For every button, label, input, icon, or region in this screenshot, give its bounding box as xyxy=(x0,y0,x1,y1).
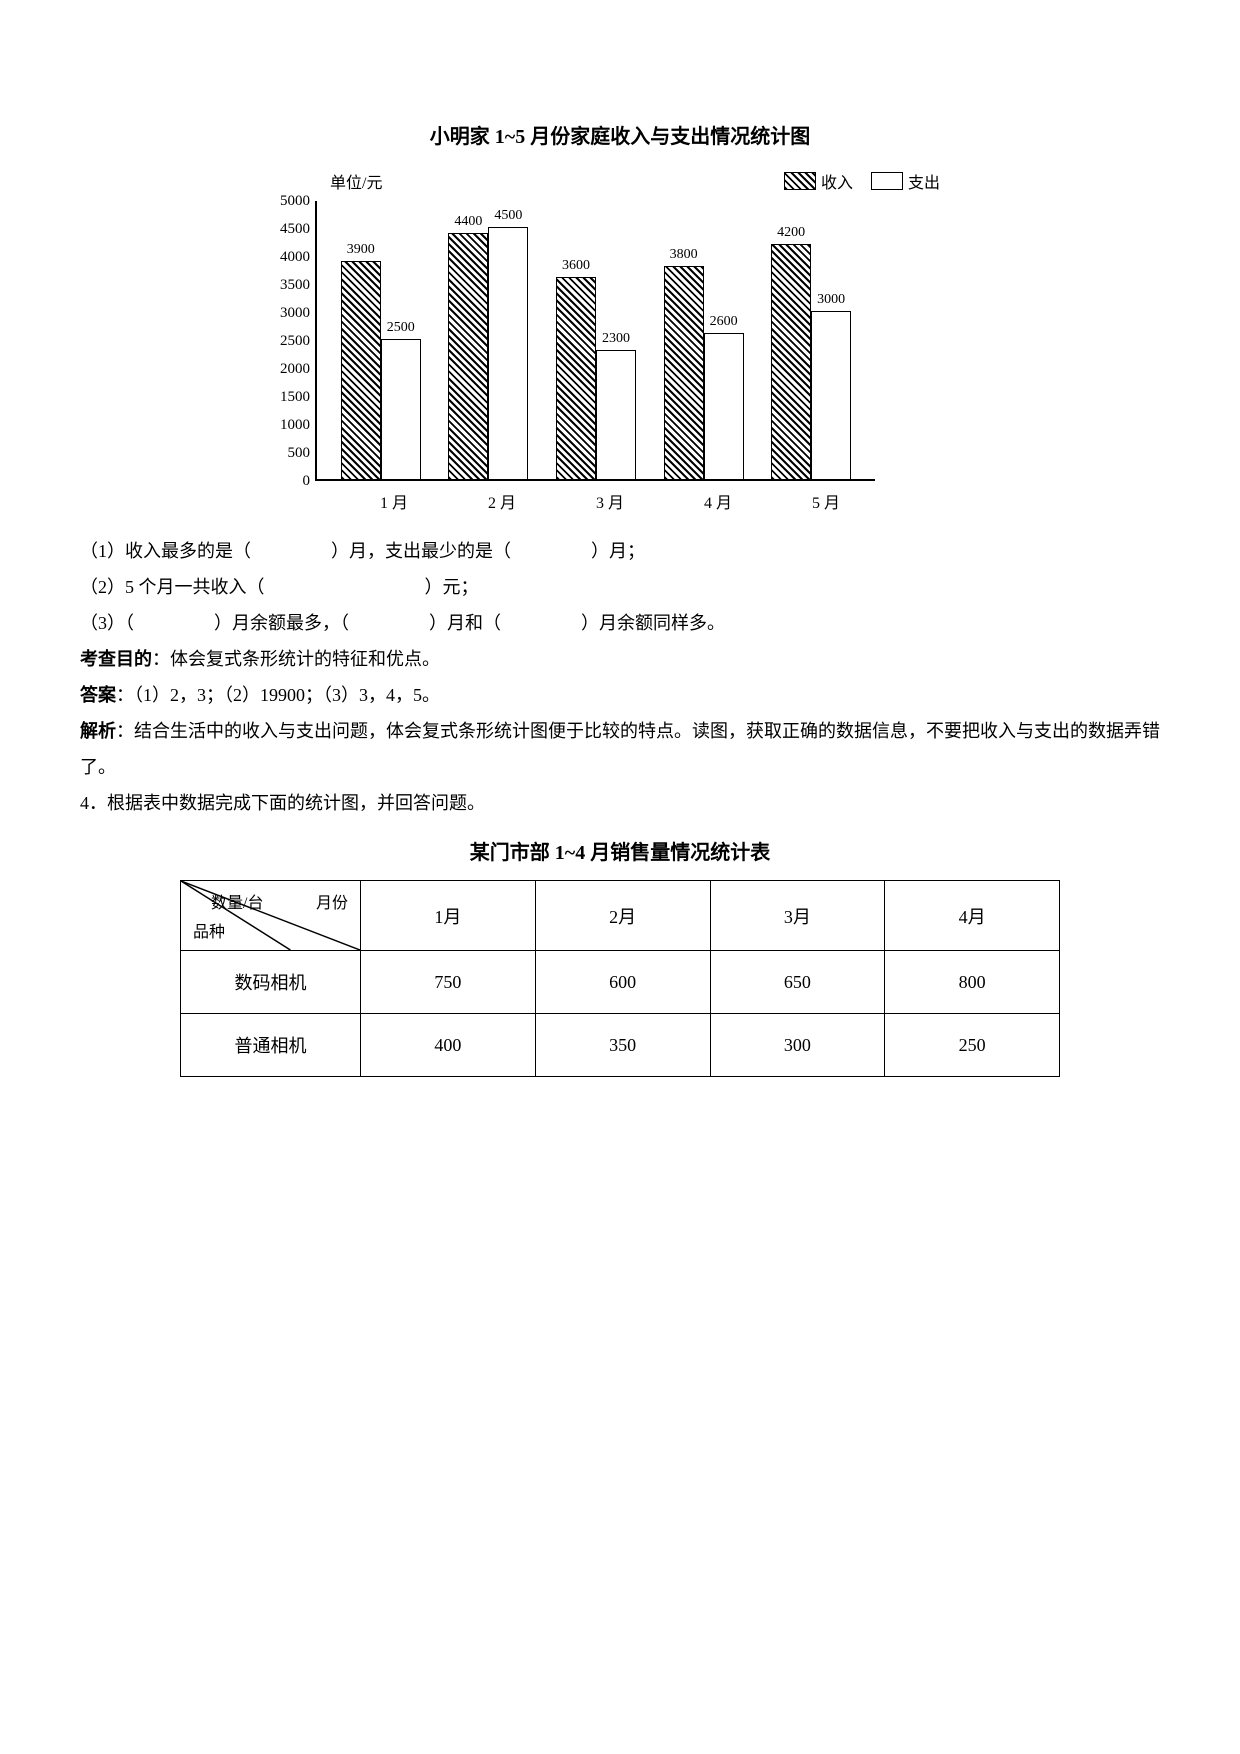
legend-label-income: 收入 xyxy=(821,169,853,193)
income-bar: 3900 xyxy=(341,261,381,479)
income-bar: 3800 xyxy=(664,266,704,479)
bar-value: 3600 xyxy=(562,258,590,274)
bar-group: 44004500 xyxy=(448,227,528,479)
col-header: 3月 xyxy=(710,881,885,951)
bar-value: 2300 xyxy=(602,331,630,347)
x-axis-labels: 1 月 2 月 3 月 4 月 5 月 xyxy=(330,489,890,513)
x-label: 2 月 xyxy=(488,489,516,513)
purpose-line: 考查目的：体会复式条形统计的特征和优点。 xyxy=(80,641,1160,677)
chart-title: 小明家 1~5 月份家庭收入与支出情况统计图 xyxy=(80,120,1160,149)
row-header: 普通相机 xyxy=(181,1014,361,1077)
table-cell: 750 xyxy=(361,951,536,1014)
x-label: 4 月 xyxy=(704,489,732,513)
diag-header-mid: 数量/台 xyxy=(211,889,263,913)
purpose-label: 考查目的 xyxy=(80,649,152,669)
legend-box-plain xyxy=(871,172,903,190)
table-cell: 400 xyxy=(361,1014,536,1077)
x-label: 5 月 xyxy=(812,489,840,513)
col-header: 4月 xyxy=(885,881,1060,951)
table-cell: 800 xyxy=(885,951,1060,1014)
bar-value: 4500 xyxy=(494,208,522,224)
table-cell: 300 xyxy=(710,1014,885,1077)
bar-value: 3000 xyxy=(817,292,845,308)
bar-value: 2500 xyxy=(387,320,415,336)
row-header: 数码相机 xyxy=(181,951,361,1014)
explain-line: 解析：结合生活中的收入与支出问题，体会复式条形统计图便于比较的特点。读图，获取正… xyxy=(80,713,1160,785)
table-cell: 250 xyxy=(885,1014,1060,1077)
income-bar: 4200 xyxy=(771,244,811,479)
question-2: （2）5 个月一共收入（）元； xyxy=(80,569,1160,605)
legend-box-hatched xyxy=(784,172,816,190)
table-row: 数码相机 750 600 650 800 xyxy=(181,951,1060,1014)
x-label: 3 月 xyxy=(596,489,624,513)
table-cell: 350 xyxy=(535,1014,710,1077)
expense-bar: 2300 xyxy=(596,350,636,479)
bar-value: 3800 xyxy=(670,247,698,263)
question-1: （1）收入最多的是（）月，支出最少的是（）月； xyxy=(80,533,1160,569)
chart-container: 单位/元 收入 支出 50004500400035003000250020001… xyxy=(280,169,960,513)
expense-bar: 2500 xyxy=(381,339,421,479)
income-bar: 4400 xyxy=(448,233,488,479)
table-row: 普通相机 400 350 300 250 xyxy=(181,1014,1060,1077)
y-axis-label: 单位/元 xyxy=(330,169,382,193)
legend-label-expense: 支出 xyxy=(908,169,940,193)
diag-header-top: 月份 xyxy=(316,889,348,913)
bar-group: 38002600 xyxy=(664,266,744,479)
bar-value: 4200 xyxy=(777,225,805,241)
diagonal-header-cell: 月份 数量/台 品种 xyxy=(181,881,361,951)
bar-value: 4400 xyxy=(454,214,482,230)
bar-value: 3900 xyxy=(347,242,375,258)
answer-line: 答案：（1）2，3；（2）19900；（3）3，4，5。 xyxy=(80,677,1160,713)
expense-bar: 4500 xyxy=(488,227,528,479)
sales-table: 月份 数量/台 品种 1月 2月 3月 4月 数码相机 750 600 650 … xyxy=(180,880,1060,1077)
legend-item-income: 收入 xyxy=(784,169,853,193)
problem4-intro: 4．根据表中数据完成下面的统计图，并回答问题。 xyxy=(80,785,1160,821)
col-header: 2月 xyxy=(535,881,710,951)
diag-header-bottom: 品种 xyxy=(193,918,225,942)
questions: （1）收入最多的是（）月，支出最少的是（）月； （2）5 个月一共收入（）元； … xyxy=(80,533,1160,821)
table-header-row: 月份 数量/台 品种 1月 2月 3月 4月 xyxy=(181,881,1060,951)
x-label: 1 月 xyxy=(380,489,408,513)
plot-area: 3900250044004500360023003800260042003000 xyxy=(315,201,875,481)
bar-value: 2600 xyxy=(710,314,738,330)
y-axis: 5000450040003500300025002000150010005000 xyxy=(280,201,315,481)
bar-group: 42003000 xyxy=(771,244,851,479)
answer-label: 答案 xyxy=(80,685,116,705)
expense-bar: 3000 xyxy=(811,311,851,479)
col-header: 1月 xyxy=(361,881,536,951)
question-3: （3）（）月余额最多，（）月和（）月余额同样多。 xyxy=(80,605,1160,641)
expense-bar: 2600 xyxy=(704,333,744,479)
bar-group: 39002500 xyxy=(341,261,421,479)
income-bar: 3600 xyxy=(556,277,596,479)
explain-label: 解析 xyxy=(80,721,116,741)
bar-group: 36002300 xyxy=(556,277,636,479)
legend-item-expense: 支出 xyxy=(871,169,940,193)
table-cell: 600 xyxy=(535,951,710,1014)
table-title: 某门市部 1~4 月销售量情况统计表 xyxy=(80,836,1160,865)
table-cell: 650 xyxy=(710,951,885,1014)
legend: 收入 支出 xyxy=(784,169,940,193)
